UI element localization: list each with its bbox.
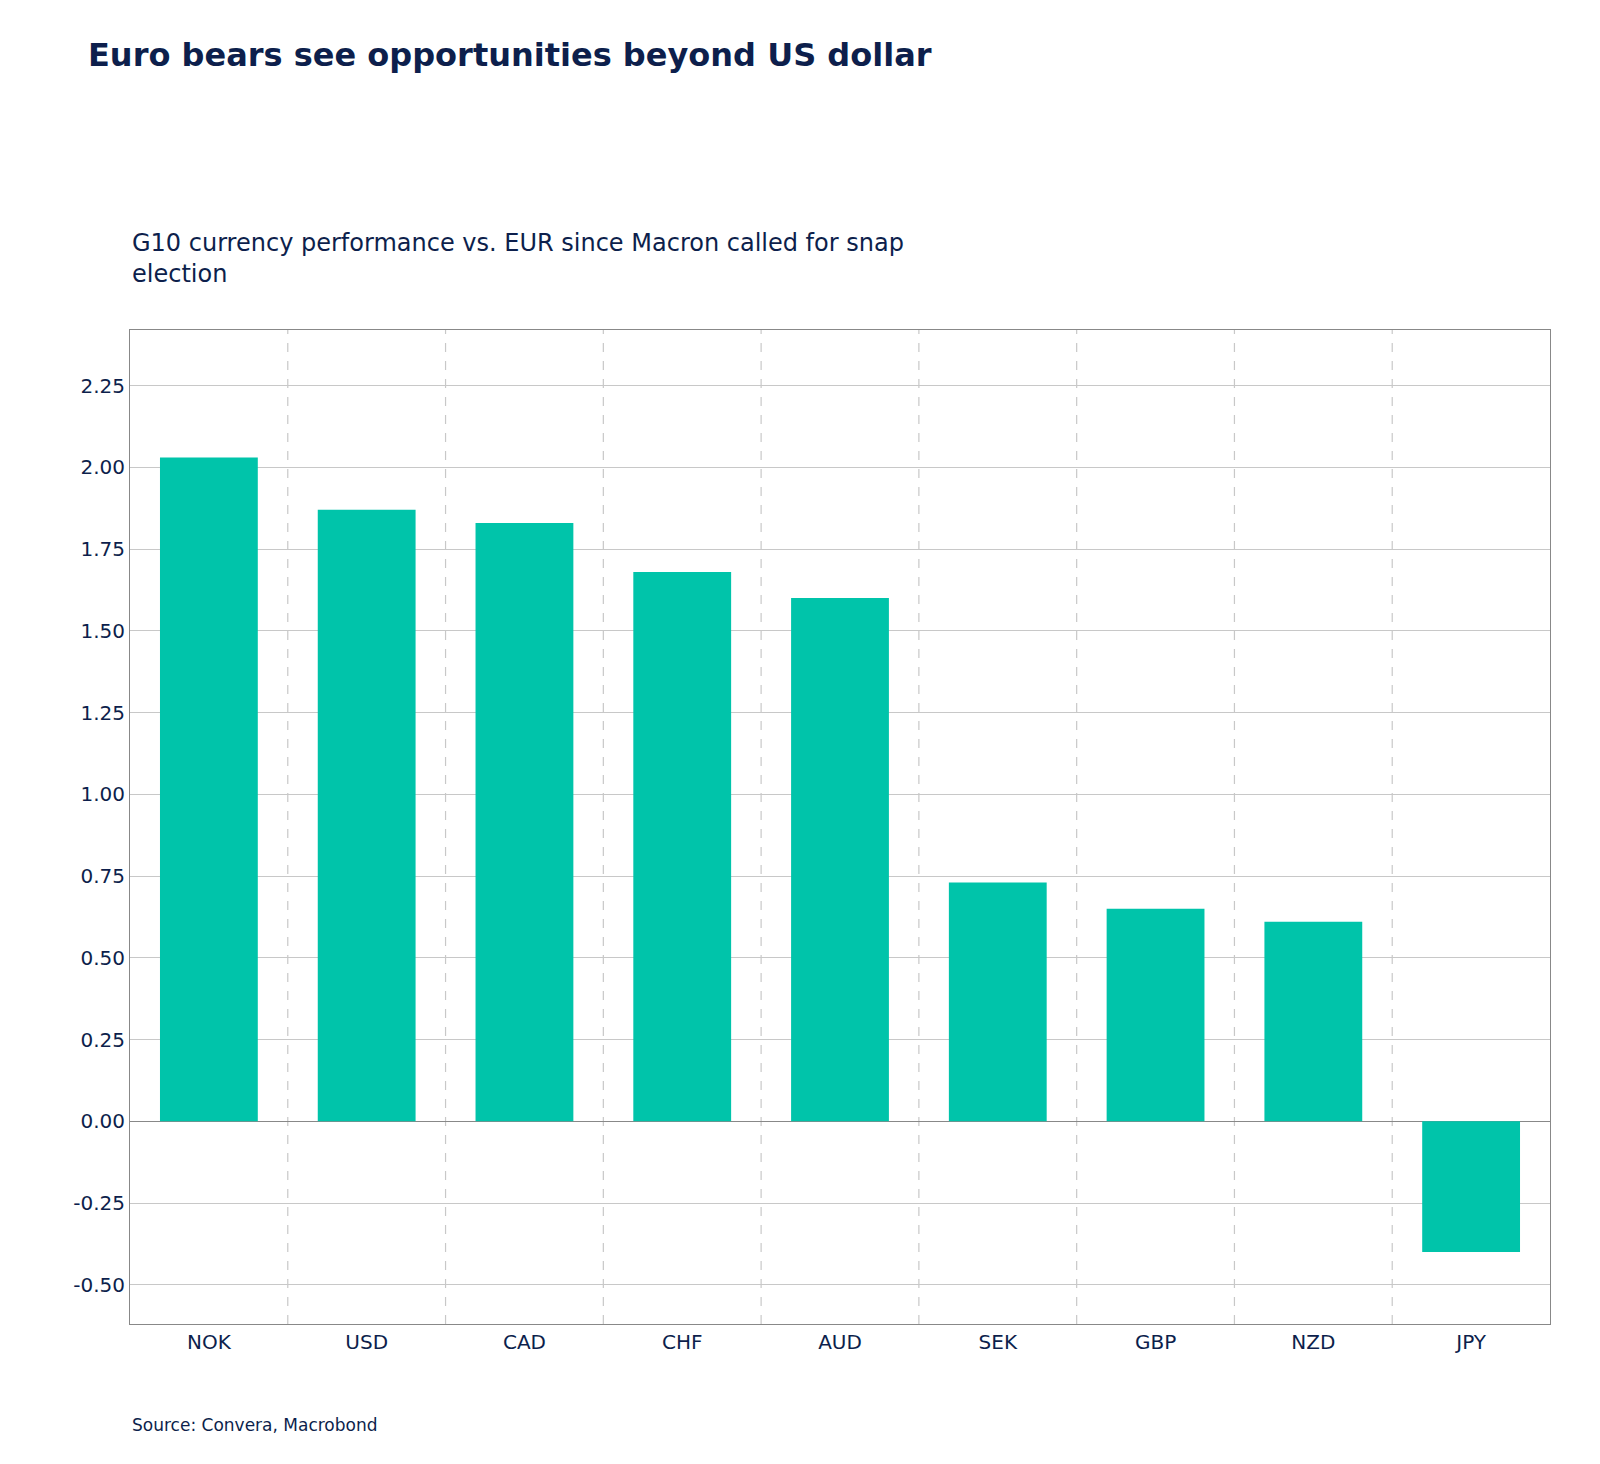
svg-text:2.25: 2.25 [80, 374, 125, 398]
svg-text:CHF: CHF [662, 1330, 703, 1354]
svg-text:1.00: 1.00 [80, 782, 125, 806]
svg-text:USD: USD [345, 1330, 388, 1354]
svg-text:1.25: 1.25 [80, 701, 125, 725]
svg-text:-0.50: -0.50 [73, 1273, 125, 1297]
svg-text:SEK: SEK [979, 1330, 1018, 1354]
svg-text:G10 currency performance vs. E: G10 currency performance vs. EUR since M… [132, 229, 904, 288]
svg-text:1.75: 1.75 [80, 537, 125, 561]
svg-text:2.00: 2.00 [80, 455, 125, 479]
svg-text:0.50: 0.50 [80, 946, 125, 970]
svg-text:GBP: GBP [1135, 1330, 1176, 1354]
svg-text:-0.25: -0.25 [73, 1191, 125, 1215]
svg-text:NZD: NZD [1291, 1330, 1335, 1354]
svg-text:0.75: 0.75 [80, 864, 125, 888]
svg-text:1.50: 1.50 [80, 619, 125, 643]
svg-text:NOK: NOK [187, 1330, 232, 1354]
svg-text:CAD: CAD [503, 1330, 546, 1354]
svg-text:0.00: 0.00 [80, 1109, 125, 1133]
svg-text:Source: Convera, Macrobond: Source: Convera, Macrobond [132, 1415, 378, 1435]
svg-text:Euro bears see opportunities b: Euro bears see opportunities beyond US d… [88, 36, 932, 74]
svg-text:0.25: 0.25 [80, 1028, 125, 1052]
svg-text:AUD: AUD [818, 1330, 862, 1354]
svg-text:JPY: JPY [1454, 1330, 1487, 1354]
